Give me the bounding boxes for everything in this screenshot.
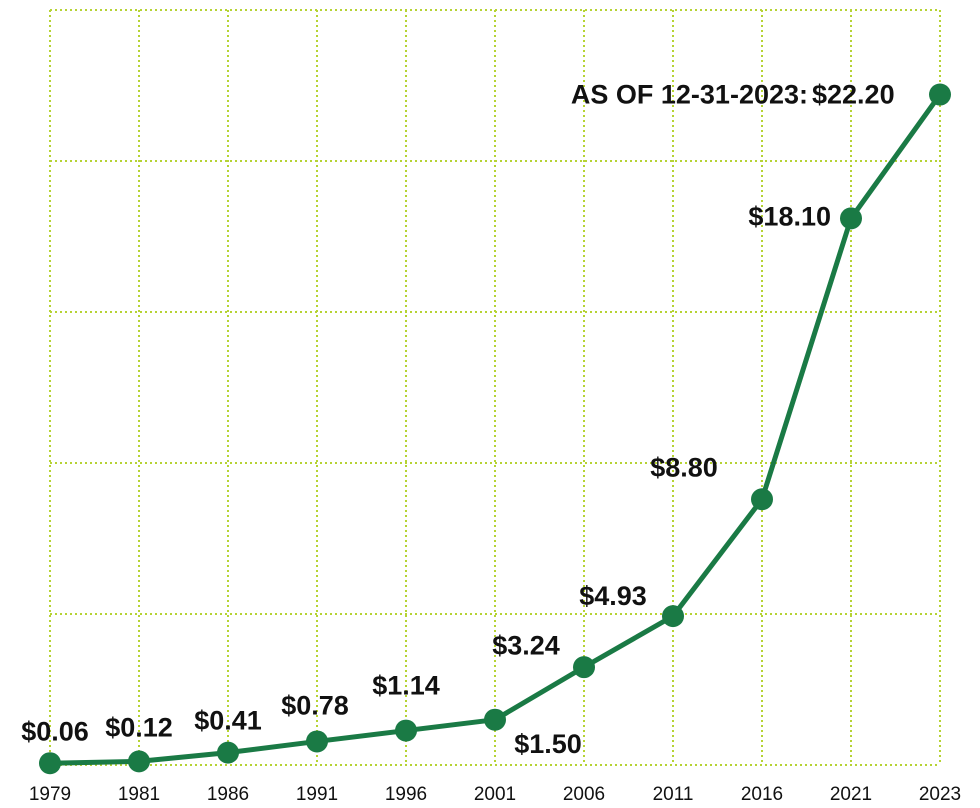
value-label: $3.24	[492, 630, 560, 660]
x-tick-label: 2021	[830, 784, 872, 805]
data-point	[395, 719, 417, 742]
data-point	[840, 207, 862, 230]
x-tick-label: 1979	[29, 784, 71, 805]
x-tick-label: 2006	[563, 784, 605, 805]
value-label: $4.93	[579, 581, 647, 611]
data-point	[662, 605, 684, 628]
value-label: $22.20	[812, 80, 895, 110]
x-tick-label: 2016	[741, 784, 783, 805]
value-label: $1.50	[514, 729, 582, 759]
x-tick-label: 1981	[118, 784, 160, 805]
x-tick-label: 1996	[385, 784, 427, 805]
value-label: $8.80	[650, 452, 718, 482]
annotation: AS OF 12-31-2023:	[571, 80, 808, 110]
value-label: $0.12	[105, 713, 173, 743]
data-point	[484, 708, 506, 731]
x-tick-label: 2001	[474, 784, 516, 805]
data-point	[39, 752, 61, 775]
value-label: $0.78	[281, 691, 349, 721]
value-label: $0.41	[194, 706, 262, 736]
data-point	[306, 730, 328, 753]
x-tick-label: 2011	[653, 784, 694, 805]
data-point	[751, 488, 773, 511]
data-point	[929, 83, 951, 106]
data-line	[49, 93, 943, 766]
data-point	[128, 750, 150, 773]
data-point	[217, 741, 239, 764]
x-tick-label: 1986	[207, 784, 249, 805]
value-label: $0.06	[21, 716, 89, 746]
x-tick-label: 2023	[919, 784, 961, 805]
value-label: $1.14	[372, 671, 440, 701]
value-label: $18.10	[748, 202, 831, 232]
data-point	[573, 656, 595, 679]
x-tick-label: 1991	[296, 784, 338, 805]
